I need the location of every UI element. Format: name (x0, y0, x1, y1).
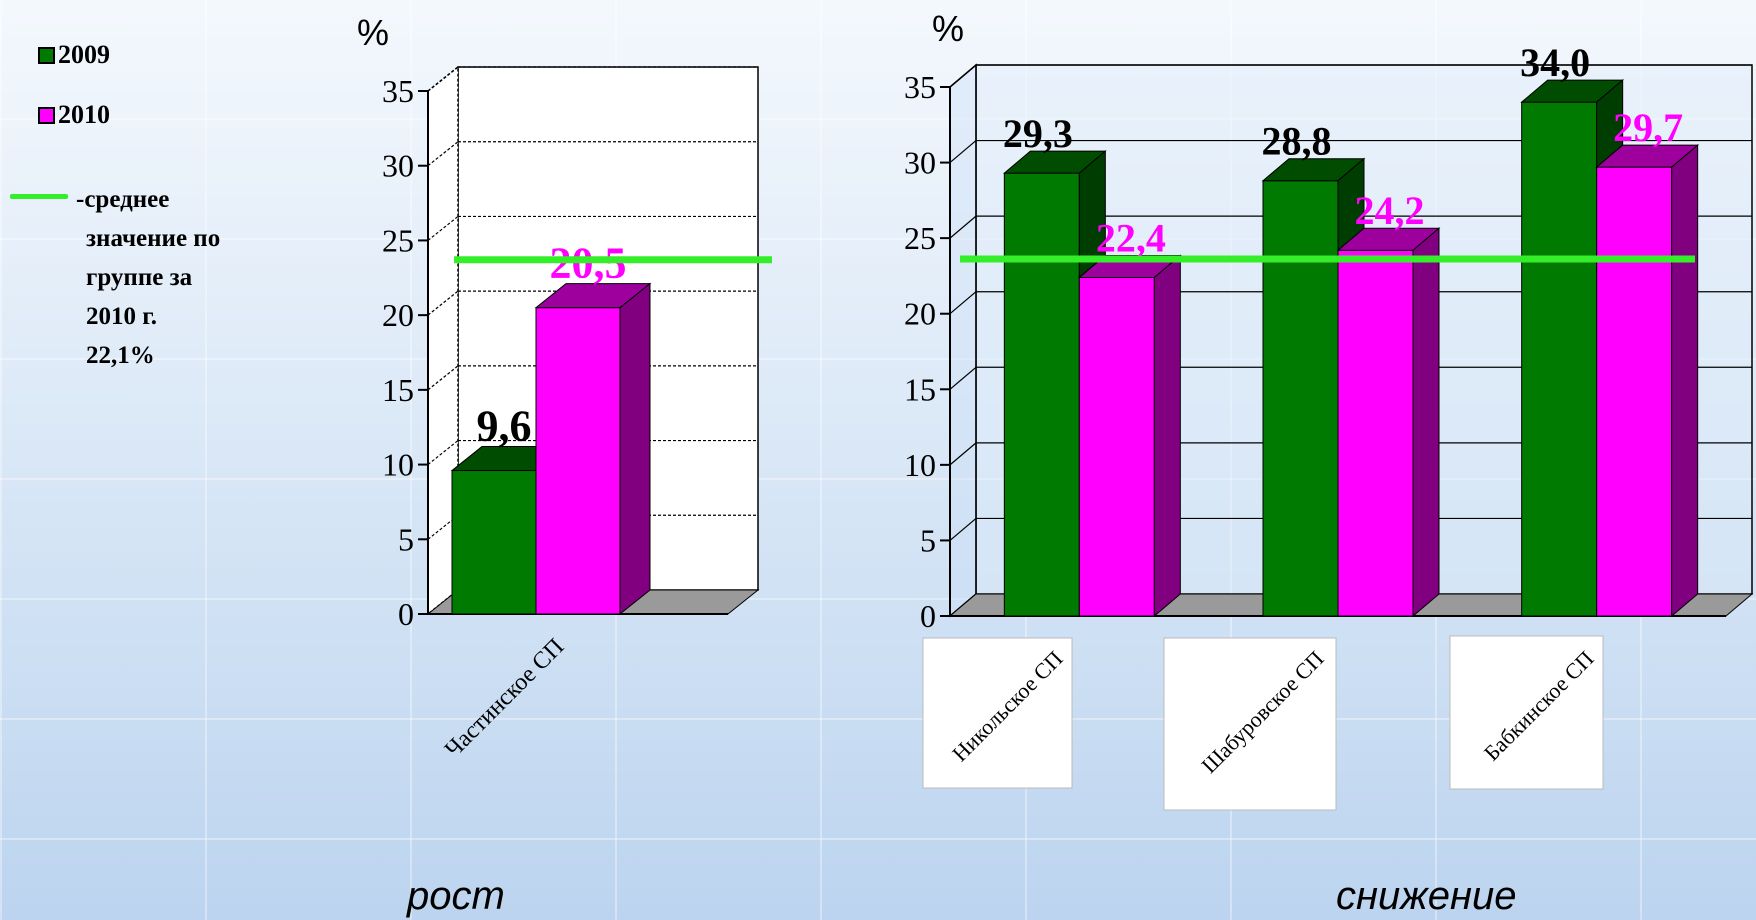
right-chart-ylabel: % (932, 8, 965, 49)
legend-average-line-4: 2010 г. (86, 303, 158, 330)
y-tick-label: 30 (904, 145, 936, 181)
gridline-depth (949, 517, 977, 541)
bar-2010-1 (534, 282, 652, 616)
y-tick-label: 15 (382, 372, 414, 408)
legend-swatch-2009 (38, 46, 55, 64)
legend-average-line-2: значение по (86, 225, 221, 252)
legend-label-2010: 2010 (58, 100, 110, 129)
gridline-depth (949, 366, 977, 390)
data-label-2009-1: 29,3 (1003, 111, 1073, 156)
data-label-2010-1: 22,4 (1096, 215, 1166, 260)
y-tick-label: 0 (398, 596, 414, 632)
y-tick-label: 10 (904, 447, 936, 483)
bar-2010-1-side (1153, 254, 1181, 618)
gridline-depth (949, 442, 977, 466)
y-tick-label: 25 (382, 222, 414, 258)
gridline-depth (427, 215, 459, 241)
y-tick-label: 5 (920, 522, 936, 558)
legend-average-line (10, 194, 68, 199)
bar-2009-1-front (1003, 172, 1080, 617)
category-label-box-2 (1163, 637, 1337, 811)
legend-item-2009: 2009 (38, 40, 110, 70)
legend-label-2009: 2009 (58, 40, 110, 69)
category-label-box-3 (1449, 635, 1604, 790)
left-chart-ylabel: % (357, 12, 390, 53)
data-label-2010-3: 29,7 (1613, 105, 1683, 150)
bar-2009-1-front (451, 470, 537, 615)
legend-item-2010: 2010 (38, 100, 110, 130)
data-label-2009-2: 28,8 (1262, 119, 1332, 164)
data-label-2009-1: 9,6 (477, 402, 532, 451)
legend-average-line-5: 22,1% (86, 342, 155, 369)
gridline-depth (949, 64, 977, 88)
y-tick-label: 20 (382, 297, 414, 333)
data-label-2009-3: 34,0 (1520, 40, 1590, 85)
bar-2009-2-front (1262, 180, 1339, 617)
bar-2010-1-side (619, 282, 651, 616)
legend-swatch-2010 (38, 106, 55, 124)
gridline-depth (427, 290, 459, 316)
legend-average-line-1: -среднее (76, 186, 170, 213)
bar-2010-1-front (535, 307, 621, 615)
y-tick-label: 20 (904, 296, 936, 332)
category-label-box-1 (922, 637, 1073, 789)
y-tick-label: 10 (382, 447, 414, 483)
legend-average-text: -среднее значение по группе за 2010 г. 2… (76, 180, 276, 375)
footer-decline-caption: снижение (1336, 874, 1517, 918)
y-tick-label: 35 (382, 73, 414, 109)
bar-2010-3-front (1596, 166, 1673, 617)
bar-2010-1-front (1078, 276, 1155, 617)
gridline-depth (427, 440, 459, 466)
y-tick-label: 30 (382, 148, 414, 184)
gridline-depth (949, 215, 977, 239)
bar-2010-3 (1595, 144, 1700, 618)
y-tick-label: 25 (904, 220, 936, 256)
bar-2010-2 (1336, 227, 1441, 618)
gridline-depth (427, 141, 459, 167)
bar-2010-3-side (1671, 144, 1699, 618)
footer-growth-caption: рост (407, 874, 505, 918)
bar-2010-1 (1077, 254, 1182, 618)
y-tick-label: 5 (398, 521, 414, 557)
gridline-depth (427, 365, 459, 391)
gridline-depth (949, 140, 977, 164)
data-label-2010-2: 24,2 (1355, 188, 1425, 233)
legend-average-line-3: группе за (86, 264, 193, 291)
y-tick-label: 0 (920, 598, 936, 634)
bar-2009-3-front (1521, 101, 1598, 617)
gridline-depth (949, 291, 977, 315)
side-wall (949, 63, 977, 618)
y-tick-label: 15 (904, 371, 936, 407)
bar-2010-2-side (1412, 227, 1440, 618)
gridline-depth (427, 66, 459, 92)
bar-2010-2-front (1337, 249, 1414, 617)
y-tick-label: 35 (904, 69, 936, 105)
